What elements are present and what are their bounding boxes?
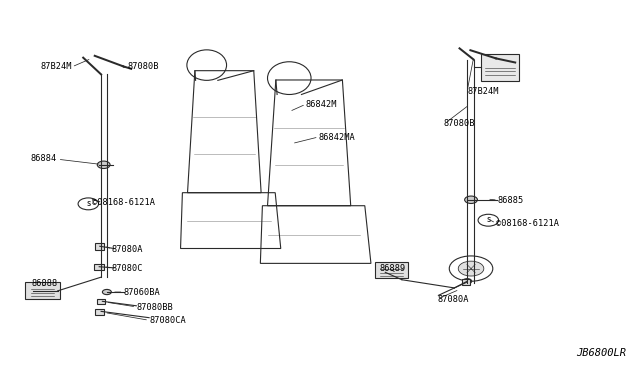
Text: S: S (86, 201, 90, 207)
Text: 86885: 86885 (498, 196, 524, 205)
Text: S: S (486, 217, 490, 223)
Text: 87B24M: 87B24M (467, 87, 499, 96)
Circle shape (97, 161, 110, 169)
Text: 86884: 86884 (30, 154, 56, 163)
Text: 87B24M: 87B24M (40, 62, 72, 71)
Text: ©08168-6121A: ©08168-6121A (92, 198, 154, 207)
Text: 87080B: 87080B (444, 119, 475, 128)
FancyBboxPatch shape (97, 299, 105, 304)
FancyBboxPatch shape (462, 279, 470, 285)
Circle shape (478, 214, 499, 226)
Text: JB6800LR: JB6800LR (576, 348, 626, 358)
Circle shape (102, 289, 111, 295)
Text: 87080A: 87080A (112, 245, 143, 254)
FancyBboxPatch shape (94, 264, 104, 270)
FancyBboxPatch shape (375, 262, 408, 278)
Circle shape (463, 279, 472, 284)
FancyBboxPatch shape (95, 309, 104, 315)
Circle shape (78, 198, 99, 210)
Text: 86842M: 86842M (306, 100, 337, 109)
Text: ©08168-6121A: ©08168-6121A (496, 219, 559, 228)
FancyBboxPatch shape (95, 243, 104, 250)
Text: 87060BA: 87060BA (124, 288, 160, 297)
Text: 86888: 86888 (32, 279, 58, 288)
Circle shape (458, 261, 484, 276)
Text: 87080CA: 87080CA (149, 316, 186, 325)
Text: 87080BB: 87080BB (136, 303, 173, 312)
Text: 87080B: 87080B (128, 62, 159, 71)
FancyBboxPatch shape (481, 54, 519, 81)
FancyBboxPatch shape (25, 282, 60, 299)
Text: 87080C: 87080C (112, 264, 143, 273)
Text: 86889: 86889 (380, 264, 406, 273)
Text: 86842MA: 86842MA (319, 133, 355, 142)
Text: 87080A: 87080A (437, 295, 468, 304)
Circle shape (465, 196, 477, 203)
